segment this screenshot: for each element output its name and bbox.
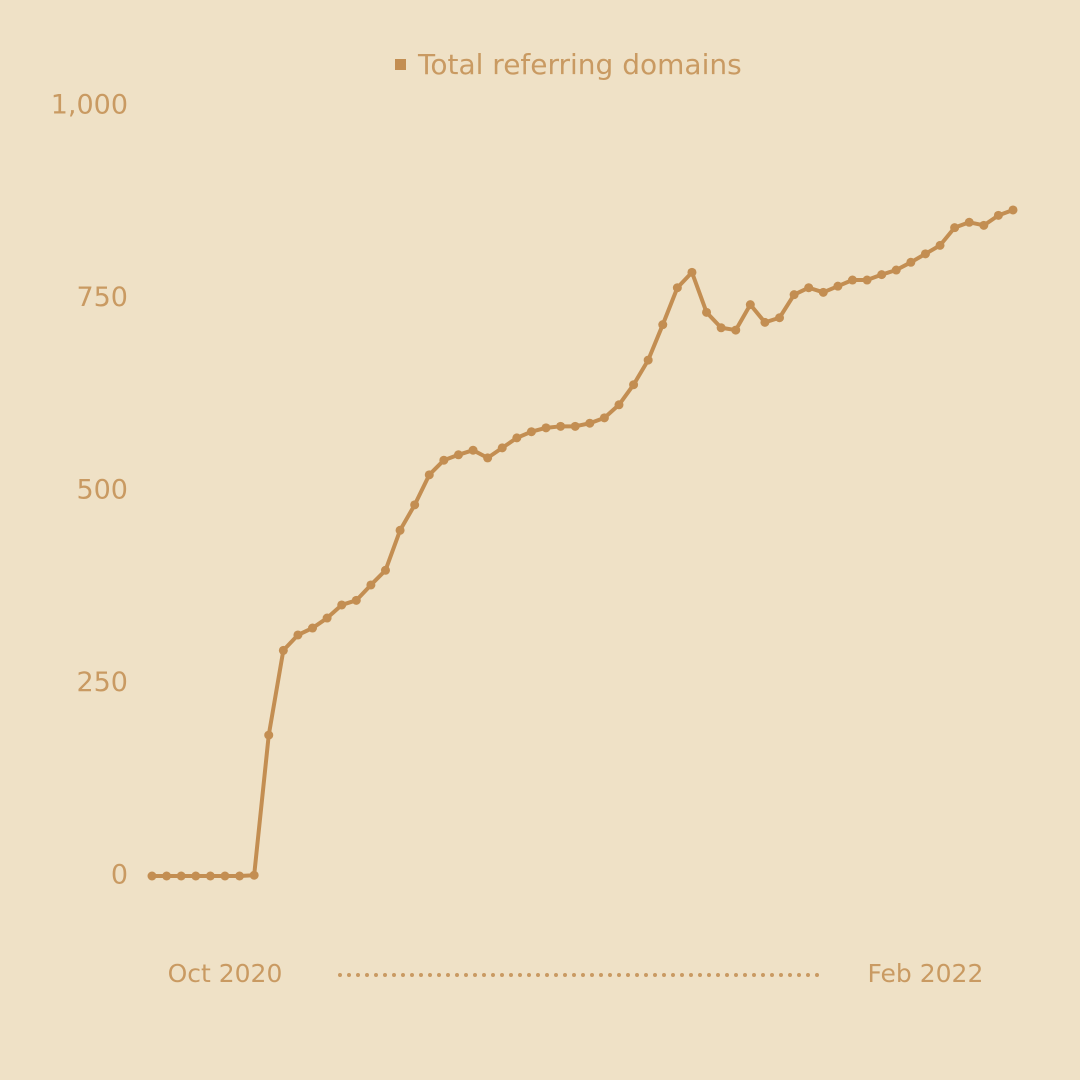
- data-point: [833, 281, 843, 291]
- legend-marker: [395, 59, 406, 70]
- data-point: [512, 433, 522, 443]
- data-point: [672, 283, 682, 293]
- data-point: [979, 220, 989, 230]
- data-point: [629, 380, 639, 390]
- data-point: [395, 525, 405, 535]
- data-point: [468, 445, 478, 455]
- data-point: [453, 450, 463, 460]
- data-point: [322, 613, 332, 623]
- data-point: [818, 287, 828, 297]
- data-point: [687, 267, 697, 277]
- data-point: [862, 275, 872, 285]
- data-point: [716, 323, 726, 333]
- data-point: [935, 240, 945, 250]
- data-point: [804, 283, 814, 293]
- data-point: [483, 453, 493, 463]
- data-point: [614, 400, 624, 410]
- y-tick-label: 0: [111, 860, 128, 891]
- data-point: [585, 418, 595, 428]
- data-point: [920, 249, 930, 259]
- data-point: [249, 870, 259, 880]
- data-point: [497, 443, 507, 453]
- data-point: [702, 307, 712, 317]
- data-point: [599, 413, 609, 423]
- data-point: [410, 500, 420, 510]
- data-point: [176, 871, 186, 881]
- data-point: [775, 313, 785, 323]
- data-point: [877, 270, 887, 280]
- data-point: [556, 421, 566, 431]
- data-point: [906, 257, 916, 267]
- data-point: [424, 470, 434, 480]
- data-point: [643, 355, 653, 365]
- data-point: [278, 645, 288, 655]
- data-point: [541, 423, 551, 433]
- legend-label: Total referring domains: [417, 48, 742, 81]
- data-point: [366, 580, 376, 590]
- data-point: [205, 871, 215, 881]
- x-tick-label: Oct 2020: [168, 959, 283, 988]
- data-point: [964, 217, 974, 227]
- data-point: [526, 427, 536, 437]
- data-point: [745, 300, 755, 310]
- data-point: [950, 223, 960, 233]
- data-point: [570, 421, 580, 431]
- data-point: [789, 290, 799, 300]
- data-point: [891, 265, 901, 275]
- data-point: [308, 623, 318, 633]
- data-point: [264, 730, 274, 740]
- x-tick-label: Feb 2022: [868, 959, 984, 988]
- data-point: [293, 630, 303, 640]
- data-point: [847, 275, 857, 285]
- data-point: [380, 565, 390, 575]
- data-point: [162, 871, 172, 881]
- data-point: [1008, 205, 1018, 215]
- data-point: [731, 325, 741, 335]
- data-point: [235, 871, 245, 881]
- data-point: [439, 455, 449, 465]
- data-point: [760, 317, 770, 327]
- y-tick-label: 1,000: [51, 90, 128, 121]
- y-tick-label: 500: [76, 475, 128, 506]
- data-point: [220, 871, 230, 881]
- y-tick-label: 250: [76, 667, 128, 698]
- data-point: [191, 871, 201, 881]
- data-point: [351, 595, 361, 605]
- data-point: [658, 320, 668, 330]
- data-point: [337, 600, 347, 610]
- data-point: [993, 210, 1003, 220]
- data-point: [147, 871, 157, 881]
- y-tick-label: 750: [76, 282, 128, 313]
